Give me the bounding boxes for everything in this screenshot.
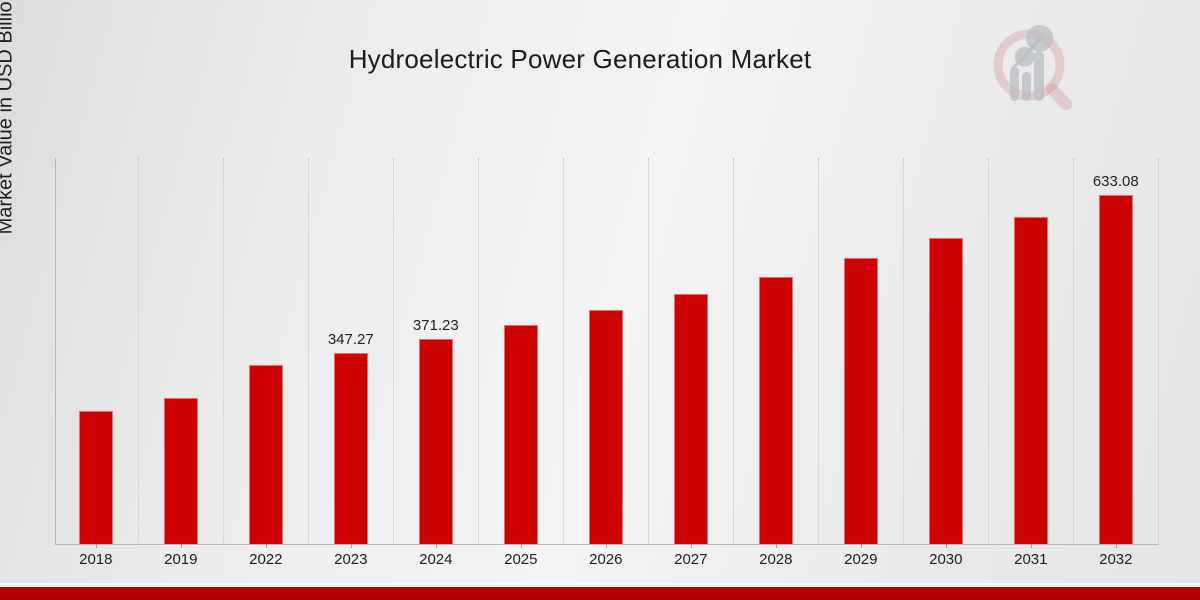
bar-2023 (333, 353, 368, 544)
x-tick-label-2022: 2022 (249, 551, 283, 568)
vertical-gridline (478, 158, 480, 544)
bar-2029 (843, 258, 878, 544)
bar-2025 (503, 325, 538, 544)
vertical-gridline (138, 158, 140, 544)
x-axis-tick (605, 544, 607, 548)
x-tick-label-2023: 2023 (334, 551, 368, 568)
x-tick-label-2028: 2028 (759, 551, 793, 568)
bar-2032 (1098, 195, 1133, 544)
vertical-gridline (563, 158, 565, 544)
footer-divider-line (0, 583, 1200, 587)
x-tick-label-2030: 2030 (929, 551, 963, 568)
x-axis-tick (350, 544, 352, 548)
x-axis-tick (1115, 544, 1117, 548)
vertical-gridline (223, 158, 225, 544)
bar-2026 (588, 310, 623, 544)
bar-2024 (418, 339, 453, 544)
vertical-gridline (1158, 158, 1160, 544)
bar-value-label-2032: 633.08 (1092, 173, 1139, 190)
bar-2028 (758, 277, 793, 544)
x-tick-label-2025: 2025 (504, 551, 538, 568)
bar-2022 (248, 365, 283, 544)
x-axis-tick (265, 544, 267, 548)
vertical-gridline (903, 158, 905, 544)
bar-value-label-2024: 371.23 (412, 317, 459, 334)
x-tick-label-2032: 2032 (1099, 551, 1133, 568)
bar-2030 (928, 238, 963, 544)
x-axis-tick (690, 544, 692, 548)
bar-2018 (78, 411, 113, 544)
x-axis-tick (1030, 544, 1032, 548)
x-tick-label-2019: 2019 (164, 551, 198, 568)
chart-title: Hydroelectric Power Generation Market (348, 44, 812, 74)
x-tick-label-2029: 2029 (844, 551, 878, 568)
y-axis-label: Market Value in USD Billion (0, 0, 17, 235)
x-tick-label-2026: 2026 (589, 551, 623, 568)
x-axis-tick (435, 544, 437, 548)
vertical-gridline (1073, 158, 1075, 544)
bar-2019 (163, 398, 198, 544)
chart-plot-area: 347.27 371.23 633.08 2018 2019 2022 2023 2024 2… (55, 158, 1160, 568)
vertical-gridline (733, 158, 735, 544)
x-axis-tick (775, 544, 777, 548)
bar-2031 (1013, 217, 1048, 544)
vertical-gridline (988, 158, 990, 544)
x-tick-label-2018: 2018 (79, 551, 113, 568)
vertical-gridline (648, 158, 650, 544)
vertical-gridline (308, 158, 310, 544)
x-axis-tick (860, 544, 862, 548)
x-axis-tick (180, 544, 182, 548)
magnifier-chart-logo-icon (993, 25, 1072, 110)
bar-value-label-2023: 347.27 (327, 331, 374, 348)
vertical-gridline (818, 158, 820, 544)
x-axis-tick (520, 544, 522, 548)
vertical-gridline (393, 158, 395, 544)
footer-accent-band (0, 587, 1200, 600)
x-tick-label-2024: 2024 (419, 551, 453, 568)
x-tick-label-2027: 2027 (674, 551, 708, 568)
x-tick-label-2031: 2031 (1014, 551, 1048, 568)
x-axis-tick (95, 544, 97, 548)
x-axis-tick (945, 544, 947, 548)
bar-2027 (673, 294, 708, 544)
